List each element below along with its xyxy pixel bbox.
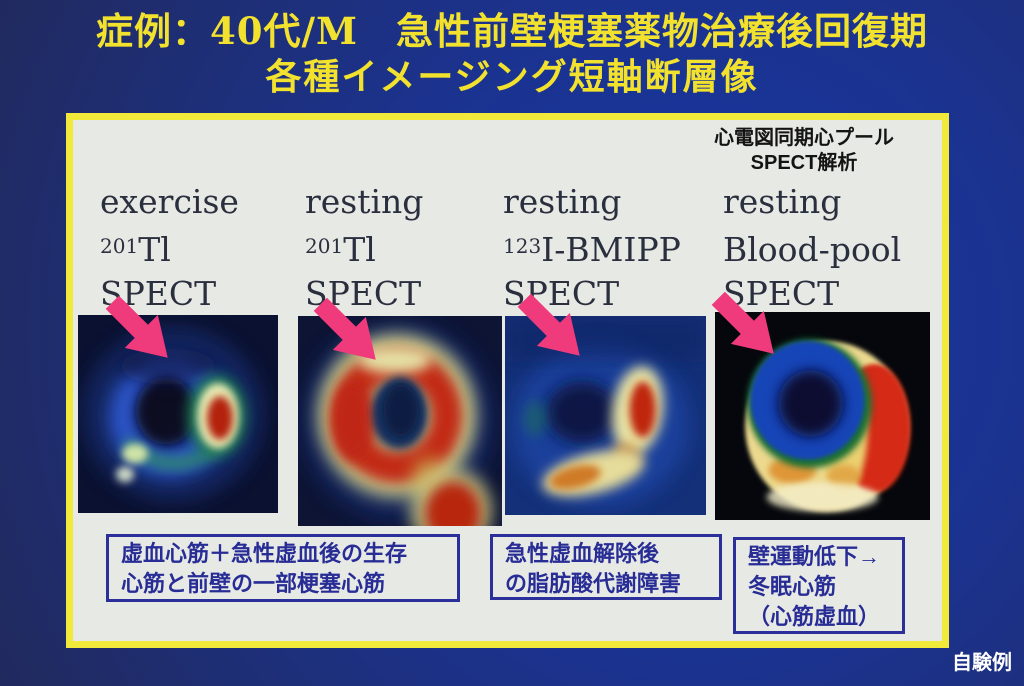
slide-title-line2: 各種イメージング短軸断層像: [265, 56, 759, 98]
pink-arrow-icon: [100, 290, 184, 374]
panel-header-resting-bmipp: resting 123I-BMIPP SPECT: [503, 180, 681, 316]
panel2-condition: resting: [305, 182, 424, 221]
caption2-line2: の脂肪酸代謝障害: [505, 571, 682, 596]
pink-arrow-icon: [512, 288, 596, 372]
panel4-isotope: Blood-pool: [723, 230, 902, 269]
panel2-isotope: 201Tl: [305, 230, 376, 269]
panel1-isotope: 201Tl: [100, 230, 171, 269]
ecg-gated-note-line2: SPECT解析: [750, 152, 858, 174]
caption3-line3: （心筋虚血）: [748, 604, 881, 629]
image-board: 心電図同期心プール SPECT解析 exercise 201Tl SPECT r…: [66, 113, 949, 648]
panel1-condition: exercise: [100, 182, 239, 221]
ecg-gated-note: 心電図同期心プール SPECT解析: [673, 126, 935, 176]
caption3-line2: 冬眠心筋: [748, 574, 837, 599]
panel4-modality: SPECT: [723, 274, 840, 313]
pink-arrow-icon: [308, 292, 392, 376]
credit-note: 自験例: [952, 652, 1012, 674]
slide-title-line1: 症例：40代/M 急性前壁梗塞薬物治療後回復期: [96, 9, 928, 53]
caption2-line1: 急性虚血解除後: [505, 541, 660, 566]
panel-header-resting-bloodpool: resting Blood-pool SPECT: [723, 180, 901, 316]
caption-box-bmipp-findings: 急性虚血解除後 の脂肪酸代謝障害: [490, 534, 722, 600]
ecg-gated-note-line1: 心電図同期心プール: [714, 127, 894, 149]
pink-arrow-icon: [706, 286, 790, 370]
panel4-condition: resting: [723, 182, 842, 221]
spect-image-resting-tl: [298, 316, 502, 526]
panel3-isotope: 123I-BMIPP: [503, 230, 681, 269]
caption1-line1: 虚血心筋＋急性虚血後の生存: [121, 541, 408, 566]
caption1-line2: 心筋と前壁の一部梗塞心筋: [121, 571, 386, 596]
caption-box-tl-findings: 虚血心筋＋急性虚血後の生存 心筋と前壁の一部梗塞心筋: [106, 534, 460, 602]
panel3-condition: resting: [503, 182, 622, 221]
caption3-line1: 壁運動低下→: [748, 544, 881, 569]
spect-image-exercise-tl: [78, 315, 278, 513]
slide-title: 症例：40代/M 急性前壁梗塞薬物治療後回復期 各種イメージング短軸断層像: [0, 8, 1024, 99]
caption-box-bloodpool-findings: 壁運動低下→ 冬眠心筋 （心筋虚血）: [733, 537, 905, 634]
spect-image-resting-bloodpool: [715, 312, 930, 520]
